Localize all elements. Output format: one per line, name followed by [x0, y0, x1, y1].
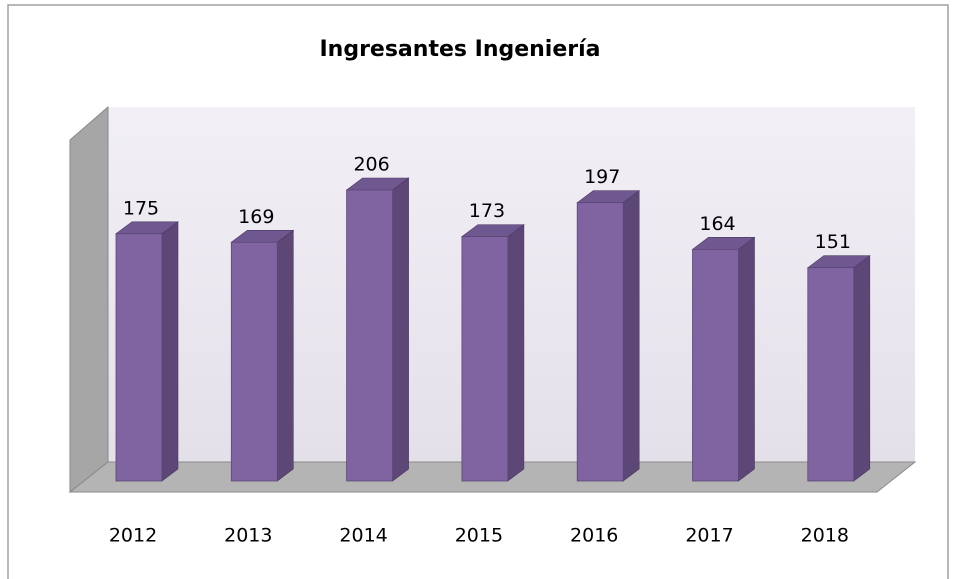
bar	[230, 229, 295, 482]
bar-front	[115, 233, 163, 482]
bar-side	[392, 177, 409, 482]
side-wall	[69, 105, 109, 494]
bar-side	[276, 229, 294, 482]
data-label: 175	[123, 197, 159, 219]
data-label: 197	[584, 166, 620, 188]
x-tick-label: 2017	[685, 525, 733, 547]
bar	[345, 177, 410, 482]
bar-front	[461, 236, 509, 482]
chart-title: Ingresantes Ingeniería	[319, 37, 600, 62]
bar	[460, 224, 525, 482]
x-tick-label: 2015	[455, 525, 503, 547]
data-label: 206	[353, 154, 389, 176]
bar	[115, 221, 179, 482]
bar-front	[576, 202, 624, 482]
bar	[576, 190, 641, 482]
x-tick-label: 2012	[109, 525, 157, 547]
x-tick-label: 2014	[339, 525, 387, 547]
bar	[691, 236, 756, 482]
bar	[806, 255, 871, 482]
bar-side	[853, 255, 871, 482]
frame	[7, 4, 949, 579]
bar-front	[692, 248, 739, 482]
data-label: 164	[699, 213, 735, 235]
data-label: 169	[238, 206, 274, 228]
x-tick-label: 2018	[801, 525, 849, 547]
bar-side	[622, 190, 640, 482]
x-tick-label: 2016	[570, 525, 618, 547]
bar-side	[507, 224, 525, 482]
bar-front	[346, 189, 394, 482]
x-tick-label: 2013	[224, 525, 272, 547]
bar-side	[738, 236, 755, 482]
bar-side	[161, 221, 179, 482]
bar-front	[230, 241, 278, 482]
bar-front	[807, 267, 855, 482]
data-label: 151	[815, 231, 851, 253]
data-label: 173	[469, 200, 505, 222]
